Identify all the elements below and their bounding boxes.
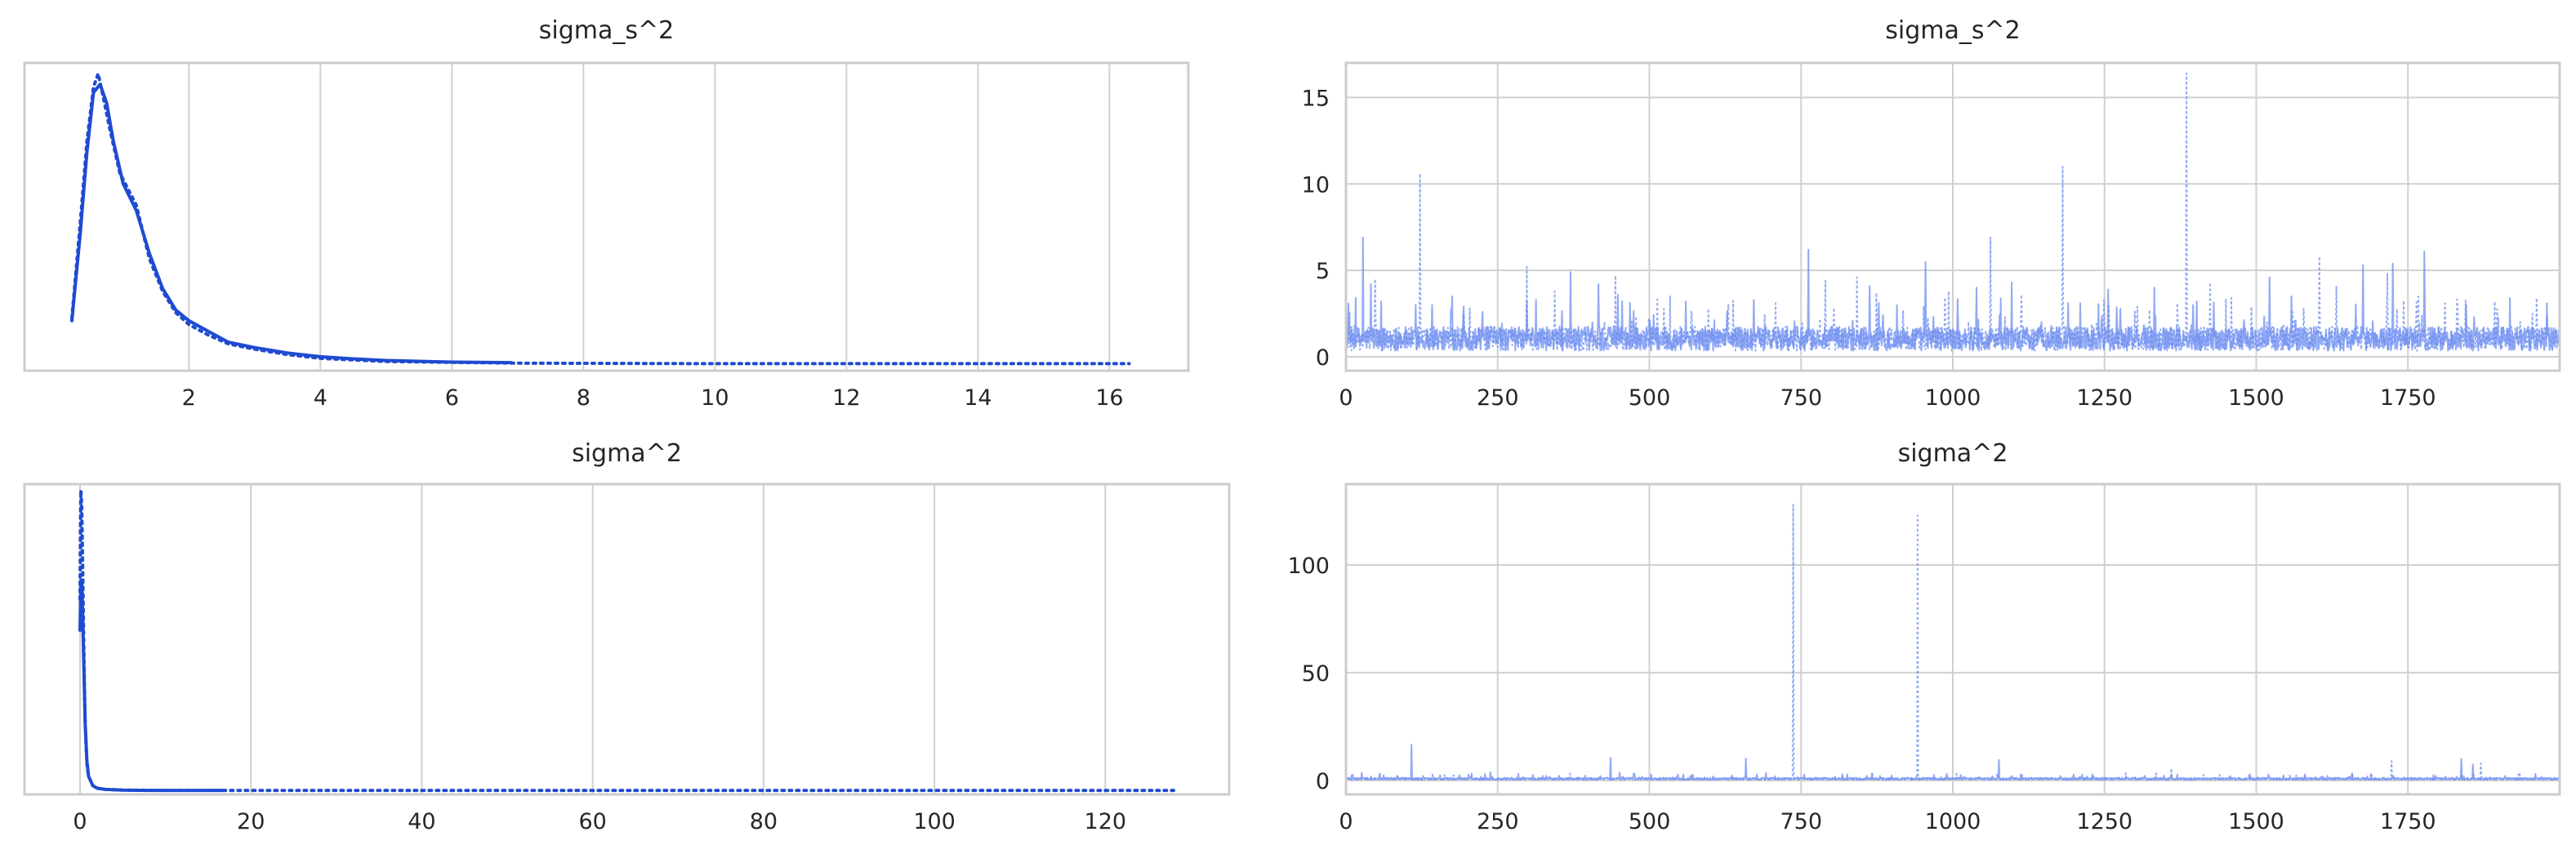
axes-frame bbox=[1344, 483, 2561, 796]
subplot-title: sigma^2 bbox=[572, 439, 682, 468]
trace-dotted-line bbox=[1346, 72, 2560, 352]
x-tick-label: 80 bbox=[750, 809, 778, 834]
x-tick-label: 750 bbox=[1780, 385, 1822, 411]
y-tick-label: 15 bbox=[1302, 86, 1330, 111]
x-tick-label: 40 bbox=[408, 809, 435, 834]
x-tick-label: 2 bbox=[182, 385, 196, 411]
x-tick-label: 6 bbox=[445, 385, 459, 411]
y-tick-label: 0 bbox=[1316, 345, 1330, 371]
y-tick-label: 0 bbox=[1316, 769, 1330, 794]
x-tick-label: 1250 bbox=[2076, 809, 2133, 834]
x-tick-label: 0 bbox=[1339, 809, 1353, 834]
axes-frame bbox=[23, 61, 1190, 372]
x-tick-label: 12 bbox=[832, 385, 860, 411]
x-tick-label: 1750 bbox=[2380, 385, 2436, 411]
trace-dotted-line bbox=[1346, 504, 2560, 781]
axes-frame bbox=[23, 483, 1231, 796]
subplot-kde_sig: sigma^2 0 20 40 60 80 100 120 bbox=[23, 439, 1231, 834]
series-dotted-line bbox=[70, 72, 1131, 366]
y-tick-label: 10 bbox=[1302, 172, 1330, 198]
x-tick-label: 1000 bbox=[1925, 385, 1981, 411]
x-tick-label: 1750 bbox=[2380, 809, 2436, 834]
y-tick-label: 100 bbox=[1287, 554, 1330, 579]
x-tick-label: 750 bbox=[1780, 809, 1822, 834]
y-tick-label: 5 bbox=[1316, 259, 1330, 284]
subplot-trace_sig: sigma^2 0 250 500 750 1000 1250 1500 1750 0 50 100 bbox=[1287, 439, 2561, 834]
subplot-trace_s: sigma_s^2 0 250 500 750 1000 1250 1500 1750 0 5 10 1… bbox=[1302, 16, 2561, 411]
series-solid-line bbox=[78, 579, 225, 793]
x-tick-label: 14 bbox=[964, 385, 992, 411]
x-tick-label: 1500 bbox=[2228, 809, 2284, 834]
x-tick-label: 60 bbox=[578, 809, 606, 834]
series-dotted-line bbox=[78, 488, 1175, 793]
x-tick-label: 0 bbox=[1339, 385, 1353, 411]
series-solid-line bbox=[70, 82, 513, 365]
subplot-title: sigma^2 bbox=[1898, 439, 2008, 468]
axes-frame bbox=[1344, 61, 2561, 372]
x-tick-label: 16 bbox=[1095, 385, 1123, 411]
x-tick-label: 100 bbox=[913, 809, 956, 834]
x-tick-label: 250 bbox=[1477, 385, 1519, 411]
x-tick-label: 10 bbox=[701, 385, 729, 411]
x-tick-label: 1000 bbox=[1925, 809, 1981, 834]
x-tick-label: 120 bbox=[1085, 809, 1127, 834]
x-tick-label: 500 bbox=[1629, 809, 1671, 834]
trace-solid-line bbox=[1346, 236, 2560, 352]
x-tick-label: 8 bbox=[577, 385, 591, 411]
x-tick-label: 0 bbox=[73, 809, 87, 834]
x-tick-label: 250 bbox=[1477, 809, 1519, 834]
x-tick-label: 1250 bbox=[2076, 385, 2133, 411]
subplot-title: sigma_s^2 bbox=[1885, 16, 2020, 45]
subplot-title: sigma_s^2 bbox=[539, 16, 674, 45]
x-tick-label: 20 bbox=[237, 809, 265, 834]
x-tick-label: 4 bbox=[314, 385, 328, 411]
x-tick-label: 1500 bbox=[2228, 385, 2284, 411]
subplot-kde_s: sigma_s^2 2 4 6 8 10 12 14 16 bbox=[23, 16, 1190, 411]
x-tick-label: 500 bbox=[1629, 385, 1671, 411]
y-tick-label: 50 bbox=[1302, 661, 1330, 687]
